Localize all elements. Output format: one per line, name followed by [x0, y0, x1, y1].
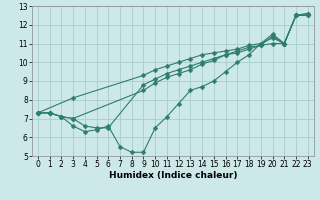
X-axis label: Humidex (Indice chaleur): Humidex (Indice chaleur) [108, 171, 237, 180]
